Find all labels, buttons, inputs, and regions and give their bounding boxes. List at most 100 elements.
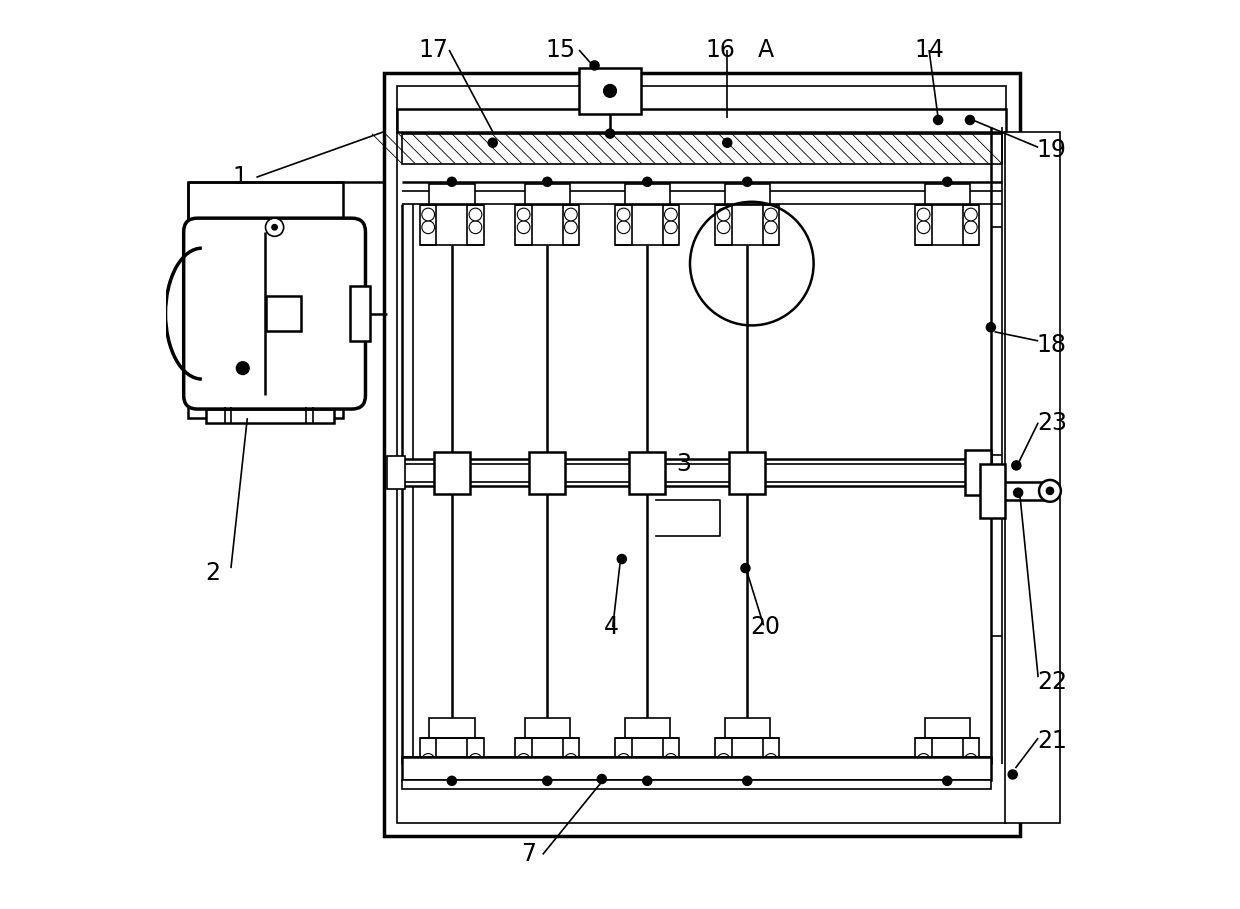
Bar xyxy=(402,134,1002,164)
Circle shape xyxy=(717,754,730,766)
Text: 1: 1 xyxy=(233,165,248,189)
Bar xyxy=(579,68,641,114)
Bar xyxy=(267,296,301,331)
Circle shape xyxy=(717,208,730,221)
Bar xyxy=(915,205,931,245)
Bar xyxy=(662,738,680,778)
Text: 7: 7 xyxy=(522,843,537,866)
Circle shape xyxy=(642,776,652,785)
Circle shape xyxy=(965,754,977,766)
Bar xyxy=(966,450,991,495)
Circle shape xyxy=(564,208,578,221)
Circle shape xyxy=(564,754,578,766)
Bar xyxy=(383,73,1021,836)
Circle shape xyxy=(965,221,977,234)
Bar xyxy=(763,738,779,778)
Circle shape xyxy=(1012,461,1021,470)
Bar xyxy=(724,184,770,204)
Circle shape xyxy=(740,564,750,573)
Circle shape xyxy=(604,85,616,97)
Bar xyxy=(625,184,670,204)
Circle shape xyxy=(517,754,529,766)
Text: 3: 3 xyxy=(676,452,691,475)
Circle shape xyxy=(517,208,529,221)
Circle shape xyxy=(965,208,977,221)
Bar xyxy=(980,464,1006,518)
Bar xyxy=(402,459,991,486)
Circle shape xyxy=(448,776,456,785)
Bar xyxy=(563,205,579,245)
Circle shape xyxy=(448,177,456,186)
Bar xyxy=(715,205,732,245)
Circle shape xyxy=(665,208,677,221)
Bar xyxy=(625,718,670,738)
Circle shape xyxy=(469,208,482,221)
Bar xyxy=(529,452,565,494)
Circle shape xyxy=(564,221,578,234)
Bar xyxy=(629,452,666,494)
Bar xyxy=(729,452,765,494)
Bar xyxy=(925,718,970,738)
Circle shape xyxy=(723,138,732,147)
Bar xyxy=(467,205,484,245)
Text: 21: 21 xyxy=(1037,729,1066,753)
Circle shape xyxy=(469,221,482,234)
Text: 18: 18 xyxy=(1037,334,1066,357)
Text: 15: 15 xyxy=(546,38,575,62)
Circle shape xyxy=(942,776,952,785)
Circle shape xyxy=(590,61,599,70)
Bar xyxy=(350,286,370,341)
Circle shape xyxy=(665,754,677,766)
Circle shape xyxy=(965,766,977,779)
Bar xyxy=(188,182,342,418)
Circle shape xyxy=(918,766,930,779)
Circle shape xyxy=(1008,770,1017,779)
Bar xyxy=(420,738,436,778)
Bar xyxy=(467,738,484,778)
Circle shape xyxy=(765,754,777,766)
Text: 4: 4 xyxy=(604,615,619,639)
Bar xyxy=(434,452,470,494)
Bar xyxy=(962,738,980,778)
Circle shape xyxy=(517,766,529,779)
Bar xyxy=(925,184,970,204)
Text: 22: 22 xyxy=(1037,670,1066,694)
Circle shape xyxy=(618,754,630,766)
Bar xyxy=(525,184,570,204)
Circle shape xyxy=(543,776,552,785)
Circle shape xyxy=(598,774,606,784)
Text: 23: 23 xyxy=(1037,411,1066,435)
Circle shape xyxy=(743,776,751,785)
Bar xyxy=(429,718,475,738)
Bar xyxy=(563,738,579,778)
Circle shape xyxy=(743,177,751,186)
Circle shape xyxy=(265,218,284,236)
Circle shape xyxy=(934,115,942,125)
Circle shape xyxy=(564,766,578,779)
Circle shape xyxy=(717,221,730,234)
Circle shape xyxy=(237,362,249,375)
Circle shape xyxy=(942,177,952,186)
Bar xyxy=(420,205,436,245)
Circle shape xyxy=(918,221,930,234)
Bar xyxy=(402,757,991,780)
Circle shape xyxy=(665,221,677,234)
Bar xyxy=(516,738,532,778)
Bar xyxy=(962,205,980,245)
Bar xyxy=(397,109,1007,132)
Circle shape xyxy=(1039,480,1061,502)
Bar xyxy=(397,86,1007,823)
Bar xyxy=(516,205,532,245)
Text: A: A xyxy=(758,38,774,62)
Bar xyxy=(724,718,770,738)
Bar xyxy=(763,205,779,245)
Bar xyxy=(615,205,632,245)
Bar xyxy=(1006,132,1060,823)
Circle shape xyxy=(422,208,434,221)
Bar xyxy=(429,184,475,204)
Bar xyxy=(715,738,732,778)
Bar xyxy=(662,205,680,245)
Bar xyxy=(188,318,205,368)
Circle shape xyxy=(605,129,615,138)
Circle shape xyxy=(422,221,434,234)
